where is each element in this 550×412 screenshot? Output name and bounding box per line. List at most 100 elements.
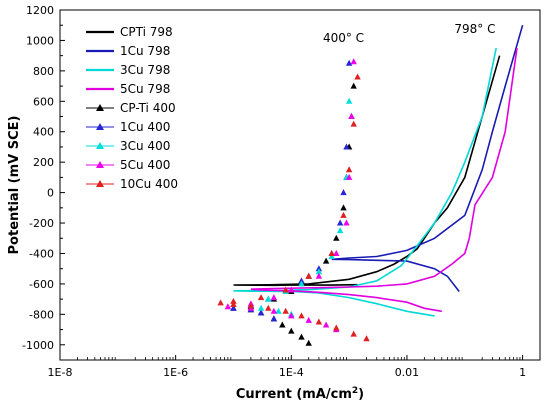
legend-item: 5Cu 798 [86, 82, 170, 96]
data-point [270, 307, 278, 314]
data-point [343, 143, 350, 150]
y-tick-label: 600 [33, 95, 54, 108]
data-point [340, 211, 347, 218]
data-point [257, 304, 265, 311]
y-tick-label: 800 [33, 65, 54, 78]
x-tick-labels: 1E-8 1E-6 1E-4 0.01 1 [48, 366, 527, 379]
y-tick-label: -800 [29, 308, 54, 321]
axis-ticks [59, 9, 524, 360]
y-tick-label: -1000 [22, 339, 54, 352]
series-cpti-798 [233, 55, 501, 287]
data-point [363, 335, 370, 342]
y-tick-label: 1200 [26, 4, 54, 17]
x-tick-label: 1E-8 [48, 366, 73, 379]
x-axis-title: Current (mA/cm2) [236, 386, 364, 402]
data-point [328, 253, 335, 260]
data-point [350, 120, 357, 127]
legend-label: CPTi 798 [120, 25, 173, 39]
data-point [230, 300, 237, 307]
series-1cu-798 [331, 24, 524, 292]
legend-label: 3Cu 400 [120, 139, 170, 153]
y-axis-title: Potential (mV SCE) [7, 116, 22, 255]
annotation-label: 400° C [323, 31, 364, 45]
data-point [350, 82, 357, 89]
legend: CPTi 798 1Cu 798 3Cu 798 5Cu 798 CP-Ti 400 1C… [86, 25, 178, 191]
data-point [345, 97, 353, 104]
data-point [328, 249, 335, 256]
y-tick-label: -200 [29, 217, 54, 230]
legend-label: 3Cu 798 [120, 63, 170, 77]
annotation-label: 798° C [454, 22, 495, 36]
data-point [340, 204, 347, 211]
y-tick-label: 200 [33, 156, 54, 169]
data-point [247, 302, 255, 309]
legend-swatch-marker [96, 104, 104, 111]
series-layer [217, 24, 524, 346]
data-point [345, 166, 353, 173]
legend-item: 1Cu 400 [86, 120, 170, 134]
data-point [217, 299, 224, 306]
data-point [333, 249, 340, 256]
data-point [298, 280, 305, 287]
data-point [265, 304, 272, 311]
data-point [224, 303, 232, 310]
data-point [333, 324, 340, 331]
legend-item: 5Cu 400 [86, 158, 170, 172]
data-point [288, 312, 295, 319]
data-point [298, 277, 305, 284]
legend-label: 1Cu 798 [120, 44, 170, 58]
series-line [250, 47, 518, 313]
y-tick-label: -600 [29, 278, 54, 291]
y-tick-label: 1000 [26, 34, 54, 47]
data-point [333, 234, 340, 241]
data-point [230, 304, 237, 311]
data-point [230, 297, 237, 304]
data-point [343, 219, 350, 226]
legend-item: 10Cu 400 [86, 177, 178, 191]
data-point [275, 307, 282, 314]
legend-label: 5Cu 798 [120, 82, 170, 96]
data-point [288, 286, 295, 293]
data-point [265, 295, 272, 302]
data-point [345, 59, 353, 66]
data-point [315, 272, 323, 279]
data-point [348, 113, 355, 120]
legend-swatch-marker [96, 180, 104, 187]
data-point [315, 265, 323, 272]
data-point [279, 321, 286, 328]
series-3cu-798 [233, 47, 497, 317]
data-point [282, 286, 289, 293]
y-tick-label: 400 [33, 126, 54, 139]
series-line [233, 55, 501, 287]
data-point [270, 315, 278, 322]
data-point [350, 330, 357, 337]
y-tick-label: -400 [29, 247, 54, 260]
data-point [305, 316, 312, 323]
legend-item: CP-Ti 400 [86, 101, 176, 115]
legend-item: 1Cu 798 [86, 44, 170, 58]
legend-label: 1Cu 400 [120, 120, 170, 134]
legend-label: 10Cu 400 [120, 177, 178, 191]
legend-swatch-marker [96, 142, 104, 149]
x-tick-label: 1E-4 [279, 366, 304, 379]
y-tick-label: 0 [47, 187, 54, 200]
x-tick-label: 0.01 [395, 366, 420, 379]
data-point [305, 272, 312, 279]
series-5cu-798 [250, 47, 518, 313]
legend-swatch-marker [96, 161, 104, 168]
data-point [257, 294, 265, 301]
series-line [233, 47, 497, 317]
data-point [340, 189, 347, 196]
x-tick-label: 1E-6 [163, 366, 188, 379]
data-point [315, 318, 323, 325]
data-point [345, 173, 353, 180]
data-point [354, 73, 361, 80]
data-point [270, 294, 278, 301]
legend-swatch-marker [96, 123, 104, 130]
data-point [298, 312, 305, 319]
data-point [322, 257, 330, 264]
data-point [298, 333, 305, 340]
legend-item: CPTi 798 [86, 25, 173, 39]
y-tick-labels: -1000 -800 -600 -400 -200 0 200 400 600 800 1000 12… [22, 4, 54, 352]
